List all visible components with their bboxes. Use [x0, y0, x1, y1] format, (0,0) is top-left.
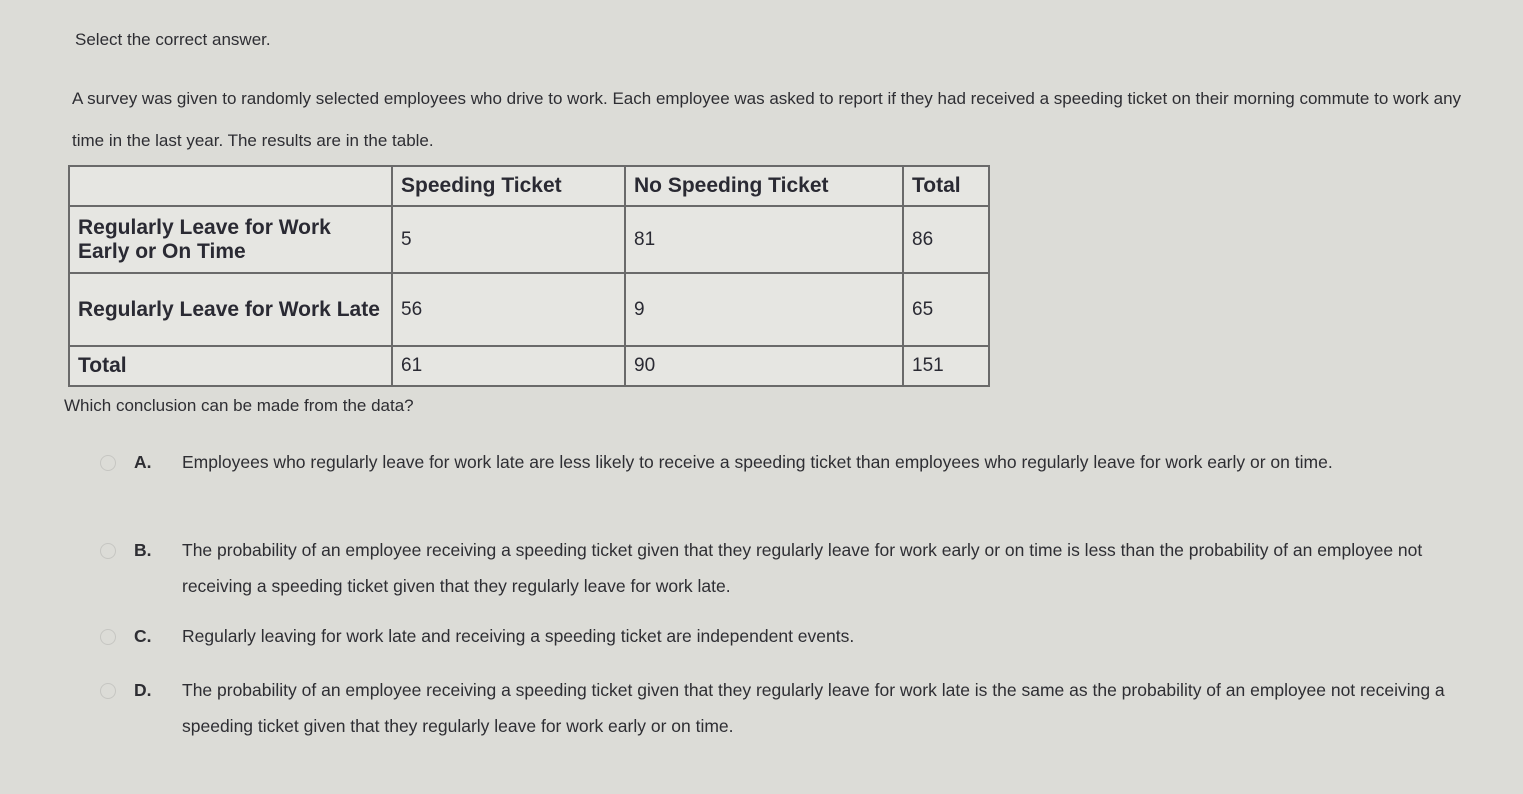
table-row: Regularly Leave for Work Late 56 9 65	[68, 272, 990, 347]
table-cell: 5	[391, 205, 626, 274]
instruction: Select the correct answer.	[75, 30, 271, 49]
radio-button[interactable]	[100, 543, 116, 559]
option-text: The probability of an employee receiving…	[182, 680, 1445, 736]
option-d[interactable]: D. The probability of an employee receiv…	[100, 672, 1480, 744]
table-row: Total 61 90 151	[68, 345, 990, 387]
table-cell: 86	[902, 205, 990, 274]
option-text: The probability of an employee receiving…	[182, 540, 1423, 596]
table-cell: 9	[624, 272, 904, 347]
option-letter: D.	[134, 680, 152, 700]
question-text: Which conclusion can be made from the da…	[64, 396, 414, 415]
table-cell: 90	[624, 345, 904, 387]
table-cell: 65	[902, 272, 990, 347]
header-cell: Speeding Ticket	[391, 165, 626, 207]
row-label: Regularly Leave for Work Late	[68, 272, 393, 347]
radio-button[interactable]	[100, 629, 116, 645]
option-b[interactable]: B. The probability of an employee receiv…	[100, 532, 1480, 604]
table-header-row: Speeding Ticket No Speeding Ticket Total	[68, 165, 990, 207]
table-cell: 151	[902, 345, 990, 387]
header-cell: No Speeding Ticket	[624, 165, 904, 207]
option-text: Regularly leaving for work late and rece…	[182, 626, 855, 646]
option-a[interactable]: A. Employees who regularly leave for wor…	[100, 444, 1480, 480]
option-letter: A.	[134, 452, 152, 472]
table-cell: 56	[391, 272, 626, 347]
table-cell: 61	[391, 345, 626, 387]
header-cell: Total	[902, 165, 990, 207]
radio-button[interactable]	[100, 683, 116, 699]
option-text: Employees who regularly leave for work l…	[182, 452, 1333, 472]
option-letter: B.	[134, 540, 152, 560]
row-label: Regularly Leave for Work Early or On Tim…	[68, 205, 393, 274]
table-row: Regularly Leave for Work Early or On Tim…	[68, 205, 990, 274]
option-letter: C.	[134, 626, 152, 646]
option-c[interactable]: C. Regularly leaving for work late and r…	[100, 618, 1480, 654]
question-prompt: A survey was given to randomly selected …	[72, 89, 1462, 150]
data-table: Speeding Ticket No Speeding Ticket Total…	[68, 165, 990, 387]
header-cell	[68, 165, 393, 207]
radio-button[interactable]	[100, 455, 116, 471]
table-cell: 81	[624, 205, 904, 274]
row-label: Total	[68, 345, 393, 387]
